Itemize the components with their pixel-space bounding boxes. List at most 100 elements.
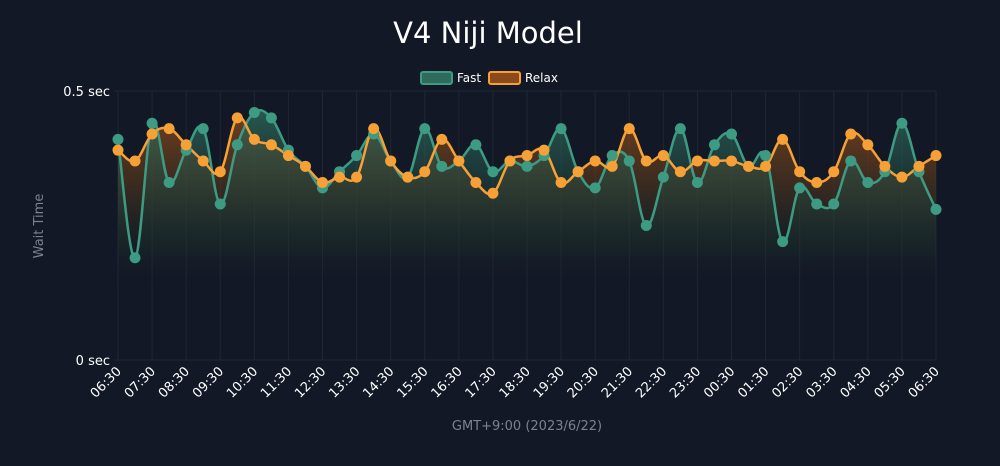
legend-label-relax: Relax (525, 71, 558, 85)
x-axis-label: GMT+9:00 (2023/6/22) (452, 419, 602, 434)
point-fast[interactable] (691, 176, 703, 188)
x-tick-label: 20:30 (565, 364, 602, 401)
point-relax[interactable] (299, 160, 311, 172)
point-fast[interactable] (811, 198, 823, 210)
x-tick-label: 03:30 (803, 364, 840, 401)
point-relax[interactable] (862, 139, 874, 151)
point-fast[interactable] (726, 128, 737, 140)
point-fast[interactable] (862, 176, 874, 188)
point-fast[interactable] (657, 171, 669, 183)
point-relax[interactable] (691, 155, 703, 167)
point-relax[interactable] (589, 155, 601, 167)
point-relax[interactable] (453, 155, 465, 167)
x-tick-label: 04:30 (838, 364, 875, 401)
point-relax[interactable] (521, 150, 533, 162)
x-tick-label: 05:30 (872, 364, 909, 401)
point-fast[interactable] (640, 220, 652, 231)
point-relax[interactable] (555, 176, 567, 188)
point-relax[interactable] (760, 160, 772, 172)
point-relax[interactable] (896, 171, 908, 183)
point-relax[interactable] (777, 133, 789, 145)
legend-item-relax[interactable]: Relax (488, 71, 558, 85)
point-relax[interactable] (726, 155, 737, 167)
point-fast[interactable] (930, 203, 942, 215)
point-relax[interactable] (368, 123, 380, 135)
point-relax[interactable] (419, 166, 431, 178)
point-fast[interactable] (589, 182, 601, 194)
chart-title: V4 Niji Model (393, 16, 583, 50)
point-relax[interactable] (351, 171, 363, 183)
legend-swatch-fast (420, 71, 453, 85)
point-relax[interactable] (794, 166, 806, 178)
point-fast[interactable] (828, 198, 840, 210)
point-relax[interactable] (504, 155, 516, 167)
point-fast[interactable] (436, 160, 448, 172)
point-fast[interactable] (521, 160, 533, 172)
point-relax[interactable] (317, 176, 328, 188)
point-fast[interactable] (674, 123, 686, 135)
point-fast[interactable] (351, 150, 363, 162)
x-tick-label: 14:30 (360, 364, 397, 401)
point-fast[interactable] (470, 139, 482, 151)
point-relax[interactable] (214, 166, 226, 178)
point-relax[interactable] (845, 128, 857, 140)
point-relax[interactable] (385, 155, 397, 167)
point-fast[interactable] (265, 112, 277, 124)
point-relax[interactable] (334, 171, 346, 183)
point-fast[interactable] (794, 182, 806, 194)
point-fast[interactable] (896, 117, 908, 129)
x-tick-label: 10:30 (224, 364, 261, 401)
x-tick-label: 12:30 (292, 364, 329, 401)
point-relax[interactable] (913, 160, 925, 172)
point-relax[interactable] (743, 160, 755, 172)
point-relax[interactable] (811, 176, 823, 188)
point-relax[interactable] (640, 155, 652, 167)
point-relax[interactable] (282, 150, 294, 162)
point-relax[interactable] (248, 133, 260, 145)
point-fast[interactable] (708, 139, 720, 151)
point-relax[interactable] (572, 166, 584, 178)
point-fast[interactable] (146, 117, 158, 129)
point-relax[interactable] (265, 139, 277, 151)
point-fast[interactable] (231, 139, 243, 151)
point-relax[interactable] (828, 166, 840, 178)
point-relax[interactable] (197, 155, 209, 167)
point-relax[interactable] (487, 187, 499, 199)
x-tick-label: 08:30 (156, 364, 193, 401)
point-fast[interactable] (112, 133, 124, 145)
point-relax[interactable] (879, 160, 891, 172)
point-fast[interactable] (129, 252, 141, 264)
point-relax[interactable] (180, 139, 192, 151)
point-fast[interactable] (197, 123, 209, 135)
y-tick-label: 0.5 sec (63, 85, 110, 100)
point-fast[interactable] (760, 150, 772, 162)
point-relax[interactable] (436, 133, 448, 145)
point-relax[interactable] (470, 176, 482, 188)
point-relax[interactable] (657, 150, 669, 162)
point-fast[interactable] (487, 166, 499, 178)
point-fast[interactable] (419, 123, 431, 135)
point-fast[interactable] (777, 236, 789, 248)
point-relax[interactable] (231, 112, 243, 124)
point-fast[interactable] (248, 107, 260, 119)
point-relax[interactable] (163, 123, 175, 135)
point-fast[interactable] (214, 198, 226, 210)
point-fast[interactable] (623, 155, 635, 167)
points (112, 107, 942, 264)
point-fast[interactable] (606, 150, 618, 162)
point-relax[interactable] (606, 160, 618, 172)
legend-item-fast[interactable]: Fast (420, 71, 481, 85)
point-fast[interactable] (555, 123, 567, 135)
x-tick-label: 13:30 (326, 364, 363, 401)
point-relax[interactable] (112, 144, 124, 156)
point-relax[interactable] (674, 166, 686, 178)
point-fast[interactable] (163, 176, 175, 188)
point-relax[interactable] (129, 155, 141, 167)
point-fast[interactable] (845, 155, 857, 167)
point-relax[interactable] (930, 150, 942, 162)
point-relax[interactable] (402, 171, 414, 183)
point-relax[interactable] (623, 123, 635, 135)
point-relax[interactable] (538, 144, 550, 156)
point-relax[interactable] (146, 128, 158, 140)
point-relax[interactable] (708, 155, 720, 167)
